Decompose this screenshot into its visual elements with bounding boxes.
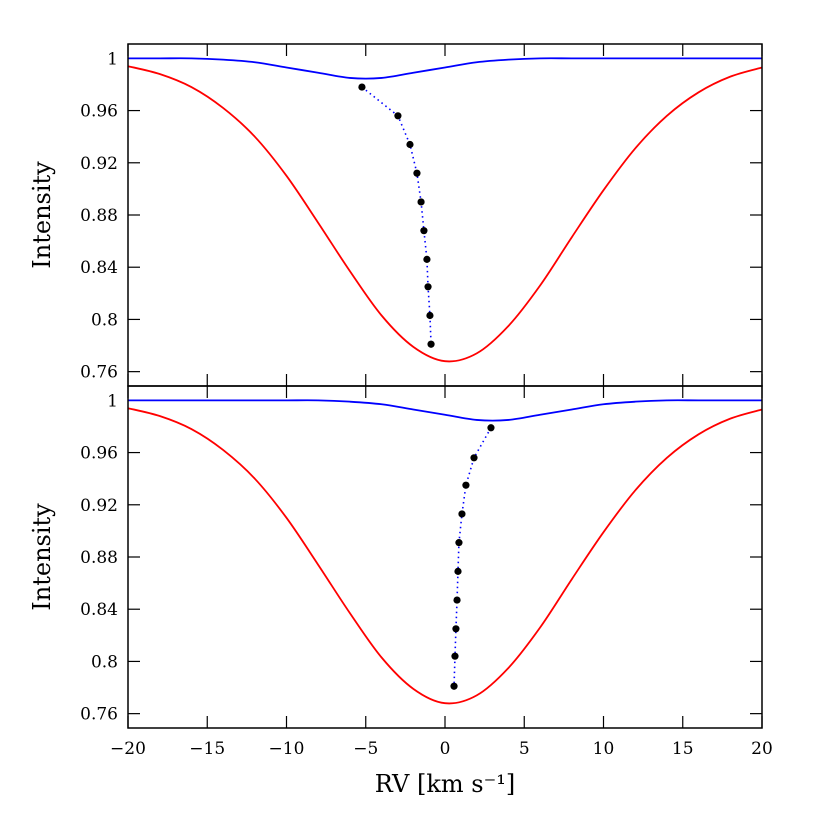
dotted-line bbox=[361, 86, 432, 345]
data-point bbox=[462, 481, 470, 489]
y-tick-label: 0.84 bbox=[80, 258, 118, 278]
x-tick-label: −10 bbox=[269, 739, 305, 759]
y-tick-label: 0.92 bbox=[80, 154, 118, 174]
y-tick-label: 0.88 bbox=[80, 206, 118, 226]
data-point bbox=[358, 83, 366, 91]
x-tick-label: −20 bbox=[110, 739, 146, 759]
data-point bbox=[470, 454, 478, 462]
data-point bbox=[458, 510, 466, 518]
data-point bbox=[413, 169, 421, 177]
y-axis-label: Intensity bbox=[28, 503, 56, 611]
y-axis-label: Intensity bbox=[28, 161, 56, 269]
x-axis-label: RV [km s⁻¹] bbox=[375, 770, 515, 798]
x-tick-label: 20 bbox=[751, 739, 773, 759]
data-point bbox=[454, 567, 462, 575]
plot-frame bbox=[127, 43, 763, 387]
y-tick-label: 0.92 bbox=[80, 496, 118, 516]
x-tick-label: 0 bbox=[440, 739, 451, 759]
data-point bbox=[450, 682, 458, 690]
data-point bbox=[426, 311, 434, 320]
data-point bbox=[451, 652, 459, 660]
data-point bbox=[423, 255, 431, 263]
x-tick-label: 5 bbox=[519, 739, 530, 759]
x-tick-label: 15 bbox=[672, 739, 694, 759]
y-tick-label: 0.84 bbox=[80, 600, 118, 620]
profile-line bbox=[127, 65, 763, 363]
data-point bbox=[394, 112, 402, 120]
data-point bbox=[427, 340, 435, 348]
y-tick-label: 0.96 bbox=[80, 102, 118, 122]
data-point bbox=[455, 539, 463, 547]
y-tick-label: 1 bbox=[107, 391, 118, 411]
y-tick-label: 0.76 bbox=[80, 705, 118, 725]
y-tick-label: 0.76 bbox=[80, 363, 118, 383]
y-tick-label: 0.96 bbox=[80, 444, 118, 464]
data-point bbox=[452, 625, 460, 633]
profile-line bbox=[128, 57, 762, 80]
y-tick-label: 0.88 bbox=[80, 548, 118, 568]
data-point bbox=[424, 283, 432, 291]
data-point bbox=[487, 424, 495, 432]
profile-line bbox=[127, 407, 763, 705]
data-point bbox=[417, 198, 425, 206]
data-point bbox=[406, 140, 414, 149]
x-tick-label: −5 bbox=[353, 739, 378, 759]
dotted-line bbox=[453, 427, 492, 687]
plot-frame bbox=[127, 385, 763, 729]
y-tick-label: 0.8 bbox=[91, 310, 118, 330]
data-point bbox=[453, 596, 461, 604]
x-tick-label: −15 bbox=[189, 739, 225, 759]
x-tick-label: 10 bbox=[593, 739, 615, 759]
y-tick-label: 0.8 bbox=[91, 652, 118, 672]
y-tick-label: 1 bbox=[107, 49, 118, 69]
data-point bbox=[420, 227, 428, 235]
profile-line bbox=[127, 399, 762, 422]
